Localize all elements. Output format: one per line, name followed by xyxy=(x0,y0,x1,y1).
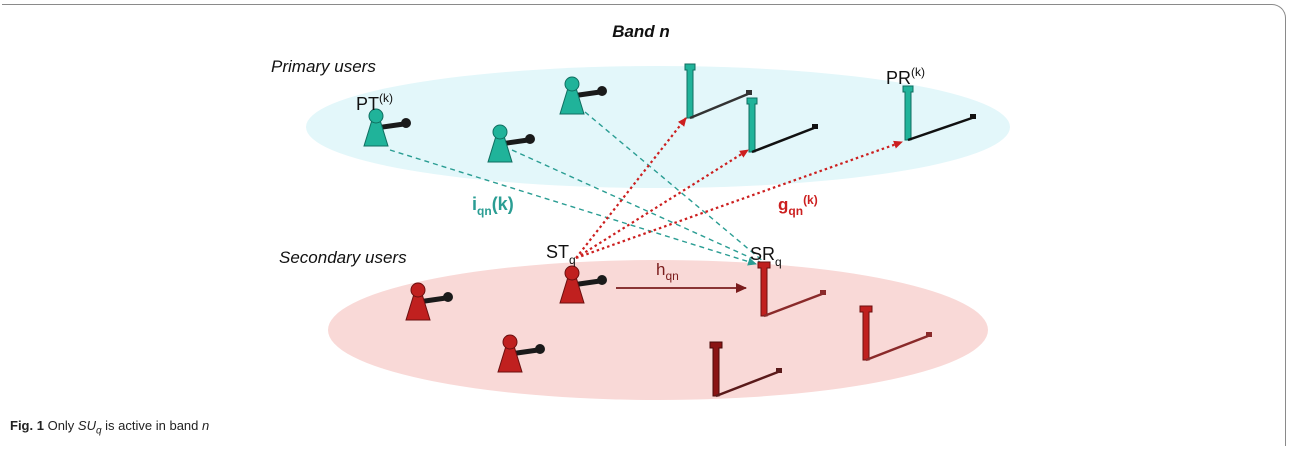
receiver-antenna-icon-sr xyxy=(757,261,826,318)
network-diagram: Band n Primary users Secondary users xyxy=(271,22,1010,400)
receiver-antenna-icon xyxy=(684,63,752,120)
transmitter-pawn-icon xyxy=(559,76,607,115)
primary-users-region xyxy=(306,66,1010,188)
caption-su: SU xyxy=(77,418,96,433)
receiver-antenna-icon xyxy=(746,97,818,154)
transmitter-pawn-icon xyxy=(405,282,453,321)
cross-links xyxy=(575,117,903,260)
caption-text-before: Only xyxy=(47,418,78,433)
cross-link xyxy=(575,117,687,259)
caption-text-after: is active in band xyxy=(101,418,202,433)
interference-link-pt xyxy=(389,149,757,266)
figure-caption: Fig. 1 Only SUq is active in band n xyxy=(10,418,209,437)
sr-label: SRq xyxy=(750,244,782,269)
pt-label: PT(k) xyxy=(356,91,393,114)
receiver-antenna-icon xyxy=(902,85,976,142)
direct-link-label: hqn xyxy=(656,260,679,283)
cross-link-pr xyxy=(575,140,903,260)
interference-link-label: iqn(k) xyxy=(472,194,514,218)
caption-band: n xyxy=(202,418,210,433)
secondary-users-region xyxy=(328,260,988,400)
caption-su-sub: q xyxy=(95,425,102,437)
transmitter-pawn-icon xyxy=(487,124,535,163)
figure-frame xyxy=(2,4,1286,446)
secondary-users-label: Secondary users xyxy=(279,248,407,267)
interference-link xyxy=(584,111,765,263)
receiver-antenna-icon xyxy=(709,341,782,398)
transmitter-pawn-icon-st xyxy=(559,265,607,304)
receiver-antenna-icon xyxy=(859,305,932,362)
st-label: STq xyxy=(546,242,576,267)
pr-label: PR(k) xyxy=(886,65,925,88)
transmitter-pawn-icon xyxy=(363,108,411,147)
interference-link xyxy=(511,149,761,263)
figure-number: Fig. 1 xyxy=(10,418,44,433)
cross-link-label: gqn(k) xyxy=(778,193,818,218)
cross-link xyxy=(575,149,749,259)
interference-links xyxy=(389,111,765,266)
primary-users-label: Primary users xyxy=(271,57,376,76)
transmitter-pawn-icon xyxy=(497,334,545,373)
diagram-title: Band n xyxy=(612,22,670,41)
